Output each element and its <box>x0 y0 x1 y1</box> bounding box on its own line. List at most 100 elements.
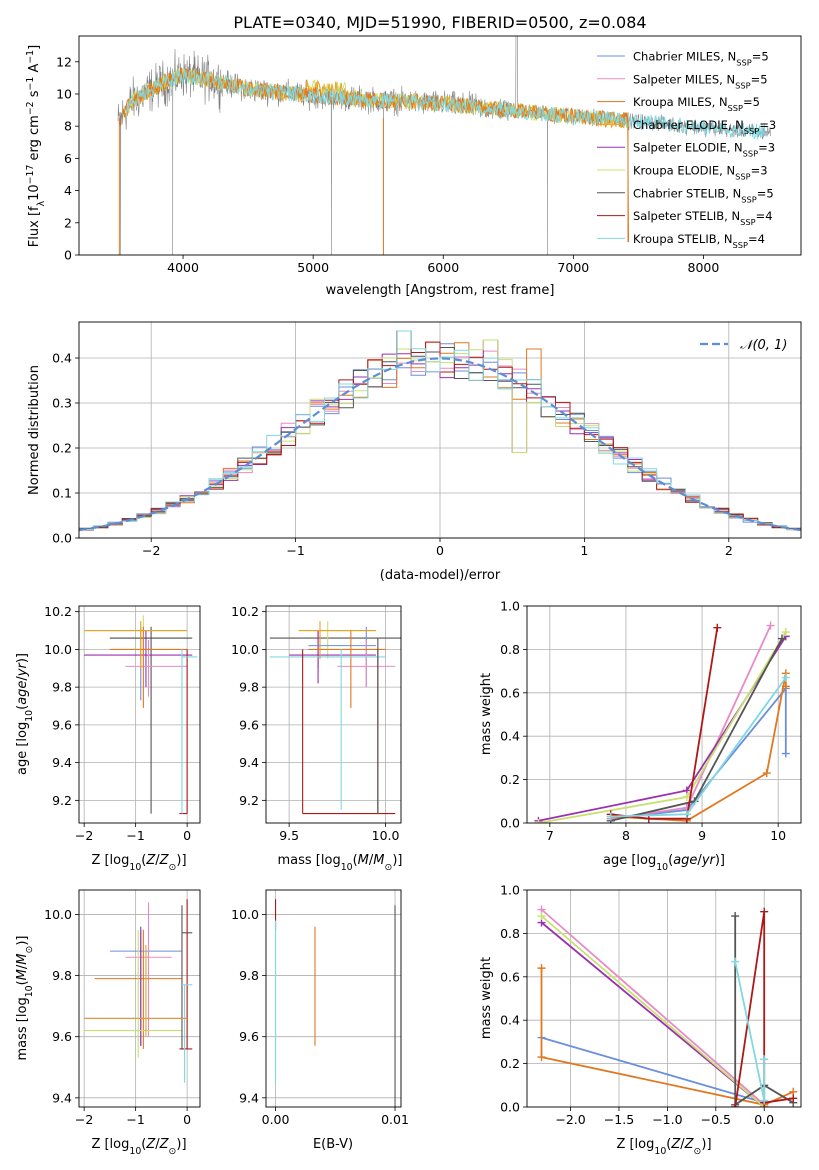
weight-age-series-4 <box>534 628 790 823</box>
spectrum-panel-frame <box>78 35 802 256</box>
spectrum-model-kroupa-stelib <box>125 68 767 140</box>
weight-vs-age-panel-yticklabel-0: 0.0 <box>500 816 520 831</box>
mass-z-xlabel: Z [log10(Z/Z⊙)] <box>91 1137 186 1157</box>
weight-age-series-7 <box>606 673 790 821</box>
spectrum-legend: Chabrier MILES, NSSP=5 Salpeter MILES, NS… <box>597 50 776 250</box>
spectrum-panel-xticklabel-0: 4000 <box>167 260 199 275</box>
age-z-errorbar-8 <box>84 621 188 669</box>
mass-vs-ebv-panel-frame <box>265 889 402 1108</box>
weight-age-series-2-marker-2 <box>762 769 771 778</box>
residual-histogram-panel-xticklabel-3: 1 <box>580 543 588 558</box>
weight-z-series-5-marker-0 <box>731 912 740 921</box>
weight-z-series-7-marker-0 <box>731 957 740 966</box>
weight-z-series-2-marker-1 <box>537 1053 546 1062</box>
weight-vs-z-panel-xticklabel-1: −1.5 <box>604 1112 634 1127</box>
mass-vs-z-panel-yticklabel-3: 10.0 <box>44 907 72 922</box>
age-vs-mass-panel-plot <box>269 621 401 815</box>
mass-vs-ebv-panel-xticklabel-1: 0.01 <box>381 1112 409 1127</box>
legend-label-7: Salpeter STELIB, NSSP=4 <box>633 209 773 227</box>
mass-vs-ebv-panel-yticklabel-3: 10.0 <box>231 907 259 922</box>
mass-vs-ebv-panel: 0.00 0.01 9.4 9.6 9.8 10.0 E(B-V) <box>231 889 409 1152</box>
weight-vs-age-panel-yticklabel-1: 0.2 <box>500 772 520 787</box>
legend-label-0: Chabrier MILES, NSSP=5 <box>633 50 769 68</box>
weight-z-series-4-marker-0 <box>537 912 546 921</box>
weight-age-series-7-marker-0 <box>606 812 615 821</box>
weight-z-series-6-line <box>734 911 794 1107</box>
age-vs-z-panel-xticklabel-0: −2 <box>75 828 93 843</box>
age-mass-xlabel: mass [log10(M/M⊙)] <box>278 853 403 873</box>
weight-z-series-4-line <box>540 915 765 1107</box>
weight-vs-z-panel-xticklabel-0: −2.0 <box>555 1112 585 1127</box>
age-vs-z-panel: −2 −1 0 9.2 9.4 9.6 9.8 10.0 10.2 Z [log10(Z/Z⊙)]… <box>15 604 201 873</box>
age-mass-errorbar-8 <box>298 621 376 659</box>
weight-age-series-0-line <box>610 685 787 820</box>
weight-vs-z-panel-xticklabel-4: 0.0 <box>754 1112 774 1127</box>
age-vs-mass-panel-yticklabel-2: 9.6 <box>239 717 259 732</box>
residual-histogram-panel-frame <box>78 321 802 539</box>
age-mass-errorbar-5 <box>308 630 386 708</box>
weight-z-series-6-marker-3 <box>789 1094 798 1103</box>
mass-vs-ebv-panel-yticklabel-2: 9.8 <box>239 968 259 983</box>
age-vs-mass-panel-yticklabel-4: 10.0 <box>231 642 259 657</box>
spectrum-panel-yticklabel-6: 12 <box>56 54 72 69</box>
weight-vs-age-panel-xticklabel-3: 10 <box>770 828 786 843</box>
age-vs-z-panel-plot <box>84 615 198 815</box>
weight-vs-z-panel-yticklabel-4: 0.8 <box>500 926 520 941</box>
age-z-xlabel: Z [log10(Z/Z⊙)] <box>91 853 186 873</box>
age-mass-errorbar-7 <box>269 649 386 810</box>
mass-z-errorbar-6 <box>179 899 193 1050</box>
weight-vs-z-panel-yticklabel-5: 1.0 <box>500 883 520 898</box>
age-vs-mass-panel: 9.5 10.0 9.2 9.4 9.6 9.8 10.0 10.2 mass [log10(M… <box>231 604 402 872</box>
mass-vs-z-panel: −2 −1 0 9.4 9.6 9.8 10.0 Z [log10(Z/Z⊙)] mass [l… <box>15 889 201 1157</box>
age-vs-z-panel-xticklabel-2: 0 <box>183 828 191 843</box>
residual-histogram-panel: −2 −1 0 1 2 0.0 0.1 0.2 0.3 0.4 𝒩(0, 1) (data-model… <box>27 321 802 583</box>
age-vs-mass-panel-frame <box>265 605 402 824</box>
weight-vs-z-panel-yticklabel-0: 0.0 <box>500 1100 520 1115</box>
weight-age-series-4-marker-2 <box>781 628 790 637</box>
weight-z-series-1-line <box>540 908 765 1106</box>
mass-vs-z-panel-plot <box>84 899 193 1083</box>
gauss-legend-label: 𝒩(0, 1) <box>740 338 787 353</box>
weight-vs-age-panel-yticklabel-4: 0.8 <box>500 642 520 657</box>
mass-vs-z-panel-xticklabel-1: −1 <box>126 1112 144 1127</box>
age-z-ylabel: age [log10(age/yr)] <box>15 653 35 775</box>
spectrum-panel-xticklabel-2: 6000 <box>427 260 459 275</box>
mass-vs-ebv-panel-yticklabel-1: 9.6 <box>239 1029 259 1044</box>
spectrum-panel-yticklabel-0: 0 <box>64 248 72 263</box>
weight-vs-z-panel-yticklabel-1: 0.2 <box>500 1056 520 1071</box>
residual-histogram-panel-yticklabel-2: 0.2 <box>52 441 72 456</box>
residual-histogram-panel-yticklabel-0: 0.0 <box>52 531 72 546</box>
spectrum-panel-xticklabel-1: 5000 <box>297 260 329 275</box>
weight-age-xlabel: age [log10(age/yr)] <box>603 853 725 873</box>
age-z-errorbar-6 <box>179 649 188 815</box>
weight-z-series-7-marker-1 <box>760 1096 769 1105</box>
spectrum-panel-yticklabel-1: 2 <box>64 215 72 230</box>
weight-z-series-5-line <box>734 916 794 1107</box>
age-z-errorbar-4 <box>125 639 188 697</box>
age-vs-mass-panel-yticklabel-0: 9.2 <box>239 793 259 808</box>
age-z-errorbar-5 <box>109 626 188 708</box>
weight-age-series-2-marker-4 <box>781 682 790 691</box>
residual-histogram-panel-yticklabel-1: 0.1 <box>52 486 72 501</box>
weight-z-series-6-marker-1 <box>760 907 769 916</box>
age-vs-z-panel-frame <box>78 605 201 824</box>
histogram-ylabel: Normed distribution <box>27 365 42 495</box>
age-vs-z-panel-yticklabel-4: 10.0 <box>44 642 72 657</box>
spectrum-panel-yticklabel-4: 8 <box>64 119 72 134</box>
weight-age-series-5-line <box>610 638 783 822</box>
mass-vs-z-panel-xticklabel-2: 0 <box>183 1112 191 1127</box>
legend-label-6: Chabrier STELIB, NSSP=5 <box>633 186 774 204</box>
mass-vs-z-panel-yticklabel-2: 9.8 <box>52 968 72 983</box>
weight-age-series-5 <box>606 634 786 823</box>
residual-histogram-panel-xticklabel-1: −1 <box>286 543 304 558</box>
age-vs-z-panel-yticklabel-3: 9.8 <box>52 680 72 695</box>
weight-vs-z-panel-xticklabel-2: −1.0 <box>652 1112 682 1127</box>
weight-z-series-7-marker-2 <box>760 1055 769 1064</box>
weight-z-series-7 <box>731 957 769 1105</box>
age-vs-mass-panel-yticklabel-5: 10.2 <box>231 604 259 619</box>
weight-z-ylabel: mass weight <box>479 957 494 1039</box>
weight-age-series-7-marker-2 <box>781 673 790 682</box>
weight-vs-age-panel-frame <box>526 605 802 824</box>
weight-vs-age-panel-xticklabel-0: 7 <box>546 828 554 843</box>
